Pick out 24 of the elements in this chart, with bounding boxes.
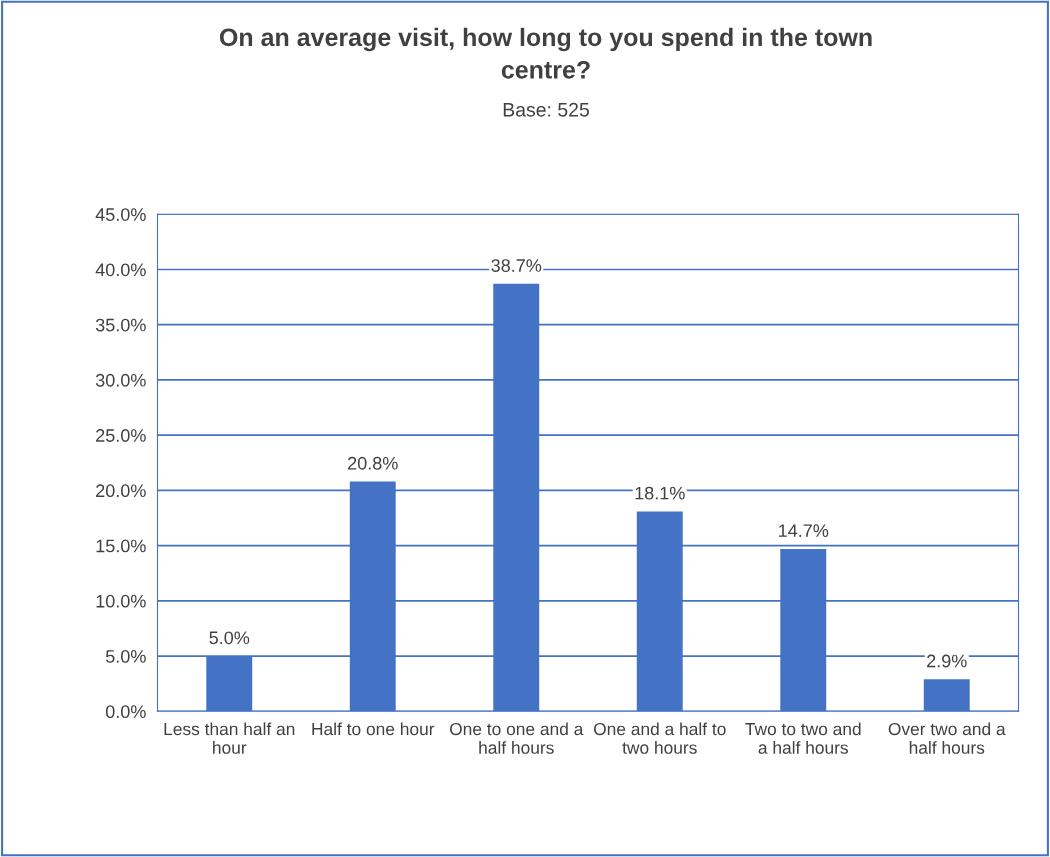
y-tick-label: 35.0% bbox=[95, 318, 146, 332]
chart-title: On an average visit, how long to you spend in the town centre? bbox=[219, 27, 872, 79]
y-tick-label: 0.0% bbox=[105, 705, 146, 719]
x-tick-label: One to one and a half hours bbox=[449, 722, 584, 754]
y-tick-label: 10.0% bbox=[96, 594, 146, 608]
data-label: 18.1% bbox=[635, 486, 685, 500]
y-tick-label: 30.0% bbox=[95, 373, 146, 387]
x-tick-label: Two to two and a half hours bbox=[745, 722, 861, 754]
data-label: 5.0% bbox=[209, 631, 250, 645]
x-tick-label: Less than half an hour bbox=[164, 722, 295, 754]
chart-subtitle: Base: 525 bbox=[503, 102, 589, 117]
y-tick-label: 25.0% bbox=[96, 429, 146, 442]
y-tick-label: 45.0% bbox=[95, 208, 146, 221]
x-tick-label: One and a half to two hours bbox=[593, 722, 726, 754]
y-tick-label: 5.0% bbox=[105, 650, 146, 663]
data-label: 2.9% bbox=[927, 654, 967, 668]
data-label: 38.7% bbox=[491, 259, 542, 272]
data-label: 14.7% bbox=[779, 524, 829, 537]
y-tick-label: 15.0% bbox=[96, 539, 146, 553]
y-tick-label: 20.0% bbox=[96, 484, 146, 498]
x-tick-label: Over two and a half hours bbox=[888, 722, 1006, 754]
x-tick-label: Half to one hour bbox=[312, 722, 435, 736]
y-tick-label: 40.0% bbox=[95, 263, 146, 277]
data-label: 20.8% bbox=[348, 456, 398, 470]
